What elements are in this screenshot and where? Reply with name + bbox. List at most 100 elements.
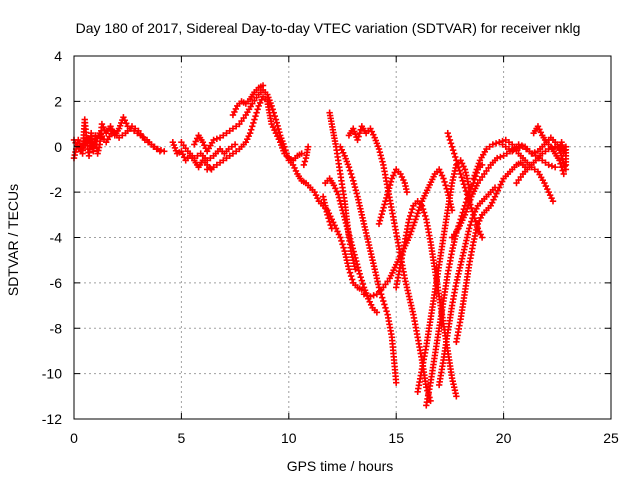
data-point <box>456 167 463 174</box>
data-point <box>471 172 478 179</box>
data-point <box>203 157 211 164</box>
data-point <box>515 141 522 148</box>
data-point <box>460 180 468 188</box>
data-point <box>445 133 453 140</box>
data-point <box>473 221 480 229</box>
data-point <box>223 129 230 137</box>
y-tick-label: -10 <box>42 366 62 382</box>
x-tick-label: 25 <box>603 430 619 446</box>
data-point <box>231 141 239 148</box>
data-point <box>463 191 471 198</box>
data-point <box>558 163 565 171</box>
data-point <box>560 170 567 178</box>
data-point <box>518 142 526 149</box>
data-point <box>141 136 149 144</box>
data-point <box>348 174 356 181</box>
data-point <box>379 207 386 215</box>
data-point <box>469 208 476 215</box>
data-point <box>357 274 364 281</box>
data-point <box>419 205 427 213</box>
y-tick-label: -6 <box>50 275 63 291</box>
data-point <box>539 150 546 157</box>
data-point <box>154 145 161 153</box>
data-series <box>70 82 570 409</box>
data-point <box>464 202 472 209</box>
data-point <box>226 152 233 160</box>
data-point <box>478 234 486 241</box>
data-point <box>364 292 371 299</box>
data-point <box>378 210 385 218</box>
data-point <box>345 266 353 273</box>
data-point <box>274 122 281 130</box>
data-point <box>470 211 477 219</box>
data-point <box>461 211 469 219</box>
data-point <box>335 191 342 198</box>
data-point <box>455 163 462 171</box>
data-point <box>276 129 283 136</box>
data-point <box>220 132 227 139</box>
data-point <box>408 228 415 235</box>
data-point <box>327 221 334 229</box>
data-point <box>340 244 347 251</box>
data-point <box>561 162 569 170</box>
data-point <box>203 166 211 173</box>
data-point <box>207 154 214 162</box>
chart-title: Day 180 of 2017, Sidereal Day-to-day VTE… <box>76 20 581 36</box>
data-point <box>384 191 391 198</box>
data-point <box>376 217 384 224</box>
data-point <box>246 129 254 137</box>
data-point <box>489 141 497 148</box>
data-point <box>284 153 291 161</box>
data-point <box>347 272 355 280</box>
data-point <box>471 215 478 222</box>
data-point <box>191 154 198 162</box>
data-point <box>450 150 458 157</box>
data-point <box>447 140 455 147</box>
data-point <box>466 199 473 206</box>
data-point <box>467 196 474 203</box>
data-point <box>248 126 255 133</box>
data-point <box>405 216 413 223</box>
data-point <box>380 204 387 211</box>
data-point <box>226 127 233 135</box>
data-point <box>352 187 360 194</box>
data-point <box>551 163 559 171</box>
data-point <box>148 141 155 148</box>
data-point <box>356 129 363 137</box>
data-point <box>232 123 240 130</box>
data-point <box>216 134 224 141</box>
data-point <box>379 158 386 165</box>
y-axis-label: SDTVAR / TECUs <box>5 184 21 296</box>
data-point <box>350 180 358 188</box>
data-point <box>379 294 386 301</box>
data-point <box>556 145 563 153</box>
data-point <box>548 144 556 152</box>
data-point <box>461 184 469 191</box>
data-point <box>380 297 387 305</box>
data-point <box>467 221 474 229</box>
y-tick-label: -12 <box>42 411 62 427</box>
data-point <box>301 158 309 165</box>
data-point <box>304 143 312 150</box>
data-point <box>225 145 232 153</box>
y-tick-label: -2 <box>50 184 63 200</box>
data-point <box>144 139 152 146</box>
data-point <box>441 178 448 186</box>
data-point <box>382 304 389 312</box>
data-point <box>355 267 363 274</box>
data-point <box>411 219 418 226</box>
data-point <box>458 174 465 181</box>
data-point <box>360 291 368 298</box>
data-point <box>373 309 381 316</box>
data-point <box>345 163 353 171</box>
data-point <box>250 119 257 127</box>
data-point <box>486 143 493 150</box>
x-tick-label: 20 <box>496 430 512 446</box>
data-point <box>503 150 511 157</box>
data-point <box>220 157 227 164</box>
data-point <box>385 188 392 195</box>
data-point <box>562 161 570 169</box>
data-point <box>446 136 454 144</box>
data-point <box>452 153 459 161</box>
